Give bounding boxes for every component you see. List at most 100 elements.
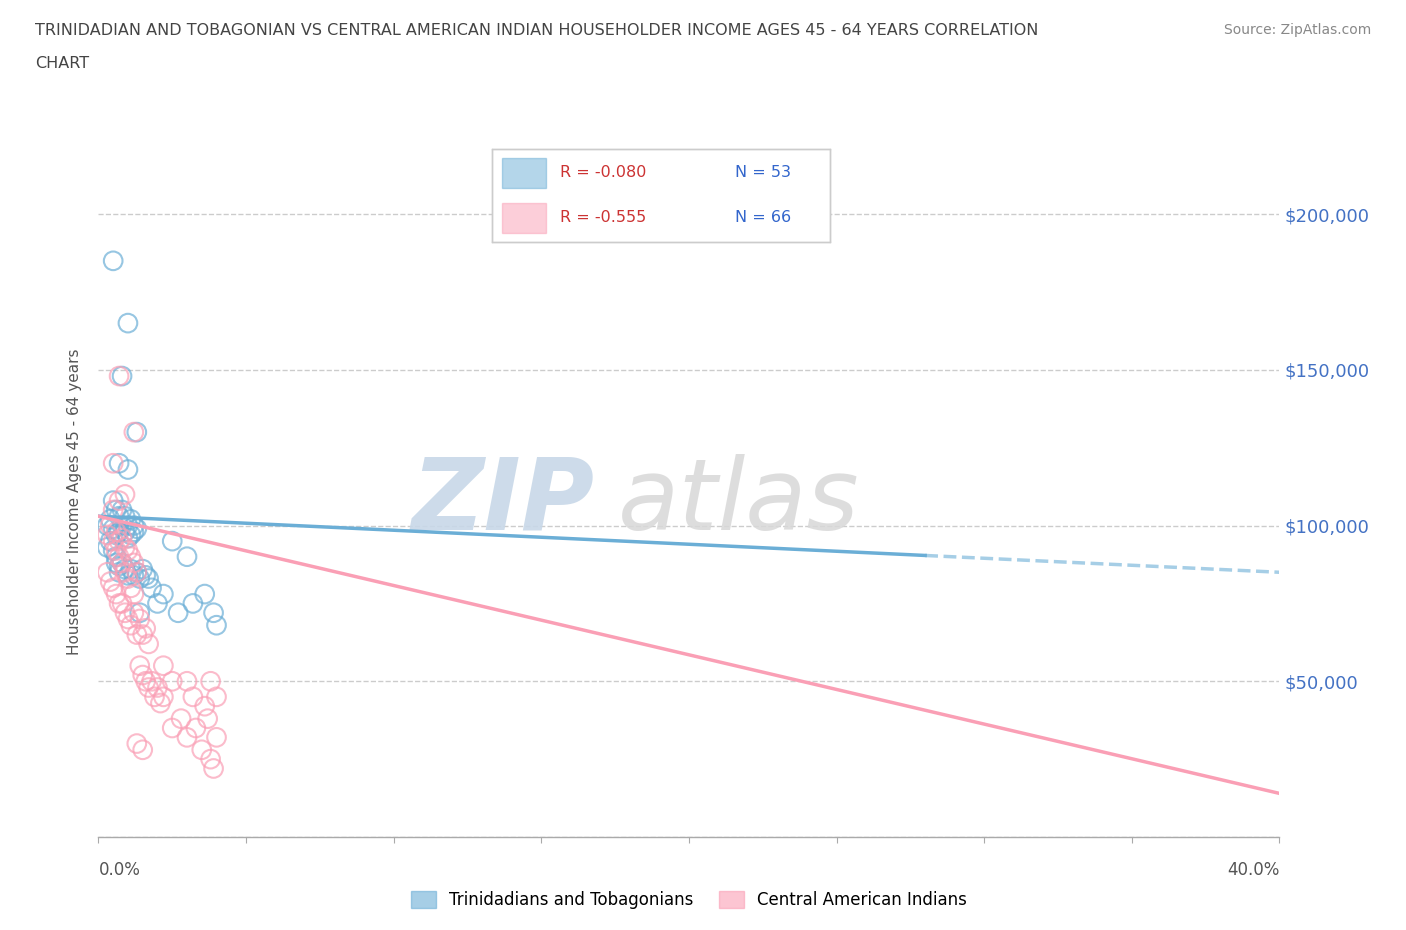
- Point: [125, 521, 148, 536]
- Text: CHART: CHART: [35, 56, 89, 71]
- Point: [152, 587, 174, 602]
- Point: [138, 680, 160, 695]
- Point: [143, 689, 166, 704]
- Point: [111, 596, 134, 611]
- Point: [117, 568, 139, 583]
- Point: [176, 550, 198, 565]
- Point: [122, 587, 145, 602]
- Point: [117, 571, 139, 586]
- Point: [103, 502, 125, 517]
- Point: [98, 534, 121, 549]
- Point: [108, 534, 131, 549]
- Point: [98, 512, 121, 526]
- Point: [96, 518, 118, 533]
- Point: [122, 605, 145, 620]
- Point: [103, 456, 125, 471]
- Point: [205, 730, 228, 745]
- Point: [103, 521, 125, 536]
- Point: [205, 618, 228, 632]
- Point: [205, 689, 228, 704]
- Point: [138, 571, 160, 586]
- Point: [141, 674, 163, 689]
- Text: R = -0.555: R = -0.555: [560, 210, 645, 225]
- Point: [96, 565, 118, 579]
- Point: [132, 562, 155, 577]
- Point: [114, 565, 136, 579]
- Point: [125, 627, 148, 642]
- Point: [132, 742, 155, 757]
- Point: [135, 568, 157, 583]
- Point: [103, 580, 125, 595]
- Point: [194, 587, 217, 602]
- Point: [105, 587, 128, 602]
- Text: Source: ZipAtlas.com: Source: ZipAtlas.com: [1223, 23, 1371, 37]
- Point: [200, 751, 222, 766]
- Point: [125, 565, 148, 579]
- Y-axis label: Householder Income Ages 45 - 64 years: Householder Income Ages 45 - 64 years: [67, 349, 83, 656]
- Point: [128, 571, 150, 586]
- Point: [117, 531, 139, 546]
- Point: [114, 509, 136, 524]
- Point: [152, 658, 174, 673]
- Point: [108, 525, 131, 539]
- Point: [105, 525, 128, 539]
- Text: 0.0%: 0.0%: [98, 860, 141, 879]
- Point: [135, 621, 157, 636]
- Point: [103, 543, 125, 558]
- Point: [202, 605, 225, 620]
- Point: [181, 689, 204, 704]
- Point: [114, 540, 136, 555]
- Point: [114, 562, 136, 577]
- Point: [117, 462, 139, 477]
- Point: [138, 636, 160, 651]
- Text: atlas: atlas: [619, 454, 859, 551]
- Point: [120, 550, 142, 565]
- Point: [181, 596, 204, 611]
- Text: N = 53: N = 53: [735, 166, 792, 180]
- Point: [111, 555, 134, 570]
- Point: [105, 550, 128, 565]
- Point: [146, 680, 169, 695]
- Text: N = 66: N = 66: [735, 210, 792, 225]
- Point: [111, 502, 134, 517]
- Text: ZIP: ZIP: [412, 454, 595, 551]
- Point: [162, 674, 183, 689]
- Point: [128, 658, 150, 673]
- Point: [132, 627, 155, 642]
- Point: [98, 574, 121, 589]
- Point: [197, 711, 219, 726]
- Point: [120, 580, 142, 595]
- Point: [120, 618, 142, 632]
- Point: [108, 509, 131, 524]
- Point: [122, 425, 145, 440]
- Point: [117, 518, 139, 533]
- Point: [162, 721, 183, 736]
- Legend: Trinidadians and Tobagonians, Central American Indians: Trinidadians and Tobagonians, Central Am…: [405, 884, 973, 916]
- Point: [135, 674, 157, 689]
- Point: [132, 668, 155, 683]
- Point: [122, 555, 145, 570]
- Point: [125, 425, 148, 440]
- Point: [108, 596, 131, 611]
- Point: [114, 605, 136, 620]
- Point: [108, 550, 131, 565]
- Point: [105, 527, 128, 542]
- Point: [103, 253, 125, 268]
- Point: [141, 580, 163, 595]
- Point: [200, 674, 222, 689]
- Point: [122, 518, 145, 533]
- Point: [120, 562, 142, 577]
- Point: [149, 696, 172, 711]
- Point: [128, 605, 150, 620]
- Point: [108, 565, 131, 579]
- Point: [111, 518, 134, 533]
- Point: [103, 534, 125, 549]
- Point: [194, 698, 217, 713]
- Point: [176, 674, 198, 689]
- Point: [105, 543, 128, 558]
- Point: [125, 565, 148, 579]
- Point: [117, 612, 139, 627]
- Point: [108, 368, 131, 383]
- Point: [108, 493, 131, 508]
- Point: [122, 525, 145, 539]
